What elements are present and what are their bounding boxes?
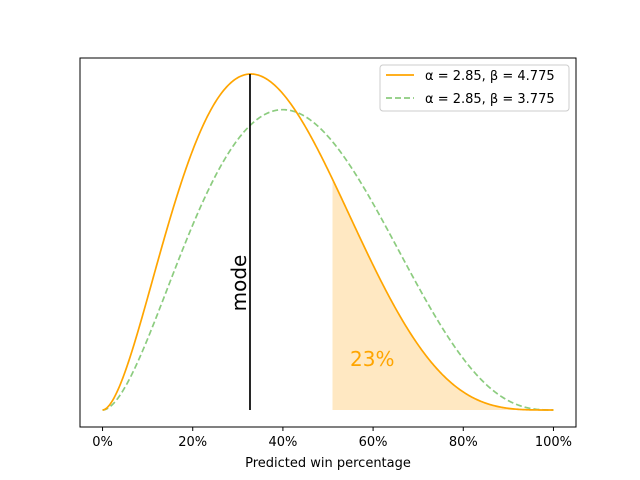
- x-tick-label: 20%: [178, 435, 207, 450]
- mode-label: mode: [227, 255, 251, 312]
- legend-label-1: α = 2.85, β = 4.775: [425, 69, 555, 84]
- legend-box: [379, 64, 570, 112]
- legend-label-2: α = 2.85, β = 3.775: [425, 92, 555, 107]
- x-axis-label: Predicted win percentage: [245, 456, 411, 471]
- shaded-tail-area: [332, 179, 554, 410]
- shaded-area-percentage-label: 23%: [350, 347, 394, 371]
- x-tick-label: 60%: [359, 435, 388, 450]
- x-axis-ticks: 0% 20% 40% 60% 80% 100%: [92, 427, 572, 450]
- series-line-2: [102, 108, 554, 411]
- axes-frame: [79, 57, 577, 428]
- legend: α = 2.85, β = 4.775 α = 2.85, β = 3.775: [379, 64, 570, 112]
- x-tick-label: 0%: [92, 435, 113, 450]
- annotations: mode 23%: [227, 74, 394, 410]
- x-tick-label: 40%: [268, 435, 297, 450]
- plot-area: [102, 73, 554, 411]
- series-line-1: [102, 73, 554, 411]
- x-tick-label: 100%: [535, 435, 572, 450]
- x-tick-label: 80%: [449, 435, 478, 450]
